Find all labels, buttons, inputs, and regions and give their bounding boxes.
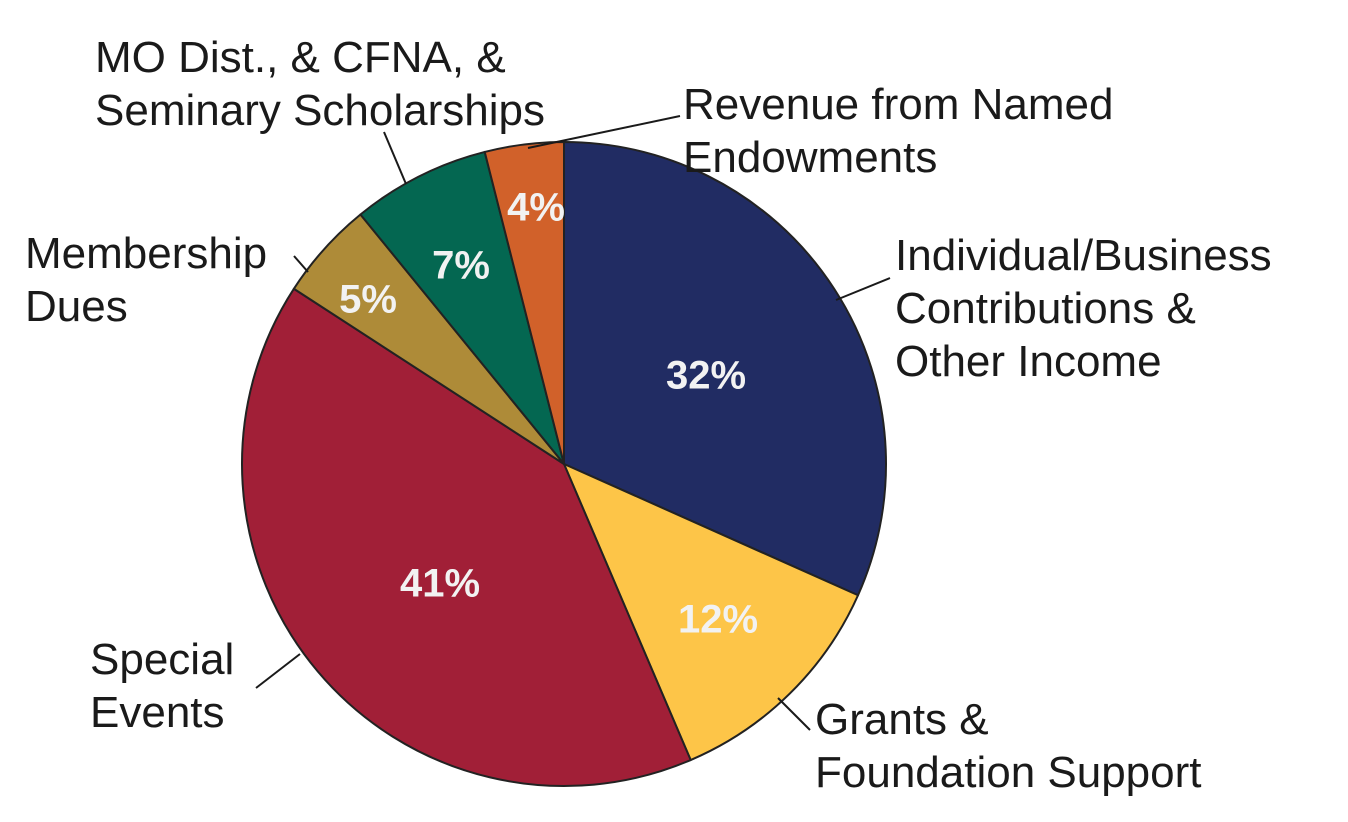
category-label-line: Revenue from Named	[683, 80, 1113, 129]
leader-line-named_endow	[527, 115, 681, 149]
percent-label-grants: 12%	[678, 598, 758, 642]
pie-slice-grants	[563, 463, 860, 762]
category-label-line: Individual/Business	[895, 231, 1272, 280]
category-label-individual: Individual/Business Contributions & Other …	[895, 231, 1272, 386]
category-label-line: Membership	[25, 229, 267, 278]
category-label-line: Special	[90, 635, 234, 684]
percent-label-individual: 32%	[666, 354, 746, 398]
leader-line-grants	[777, 697, 811, 731]
leader-line-special	[255, 653, 301, 689]
category-label-grants: Grants & Foundation Support	[815, 695, 1202, 797]
leader-line-membership	[293, 255, 309, 273]
leader-line-individual	[835, 277, 891, 301]
category-label-line: MO Dist., & CFNA, &	[95, 33, 506, 82]
category-label-line: Dues	[25, 282, 128, 331]
category-label-line: Contributions &	[895, 284, 1196, 333]
category-label-mo_dist: MO Dist., & CFNA, & Seminary Scholarships	[95, 33, 545, 135]
category-labels: Individual/Business Contributions & Other …	[25, 33, 1272, 797]
pie-slice-individual	[563, 141, 888, 597]
percent-label-special: 41%	[400, 562, 480, 606]
percent-label-named_endow: 4%	[507, 186, 565, 230]
percent-label-membership: 5%	[339, 278, 397, 322]
category-label-membership: Membership Dues	[25, 229, 267, 331]
percentage-labels: 32% 12% 41% 5% 7% 4%	[339, 186, 758, 642]
pie-slice-mo_dist	[359, 150, 565, 465]
percent-label-mo_dist: 7%	[432, 244, 490, 288]
category-label-line: Events	[90, 688, 225, 737]
category-label-named_endow: Revenue from Named Endowments	[683, 80, 1113, 182]
pie-slices	[241, 141, 888, 787]
pie-slice-special	[241, 287, 692, 787]
category-label-special: Special Events	[90, 635, 234, 737]
pie-slice-named_endow	[483, 141, 565, 465]
category-label-line: Grants &	[815, 695, 989, 744]
leader-line-mo_dist	[383, 131, 407, 185]
leader-lines	[255, 115, 891, 731]
category-label-line: Endowments	[683, 133, 937, 182]
category-label-line: Seminary Scholarships	[95, 86, 545, 135]
category-label-line: Foundation Support	[815, 748, 1202, 797]
category-label-line: Other Income	[895, 337, 1162, 386]
